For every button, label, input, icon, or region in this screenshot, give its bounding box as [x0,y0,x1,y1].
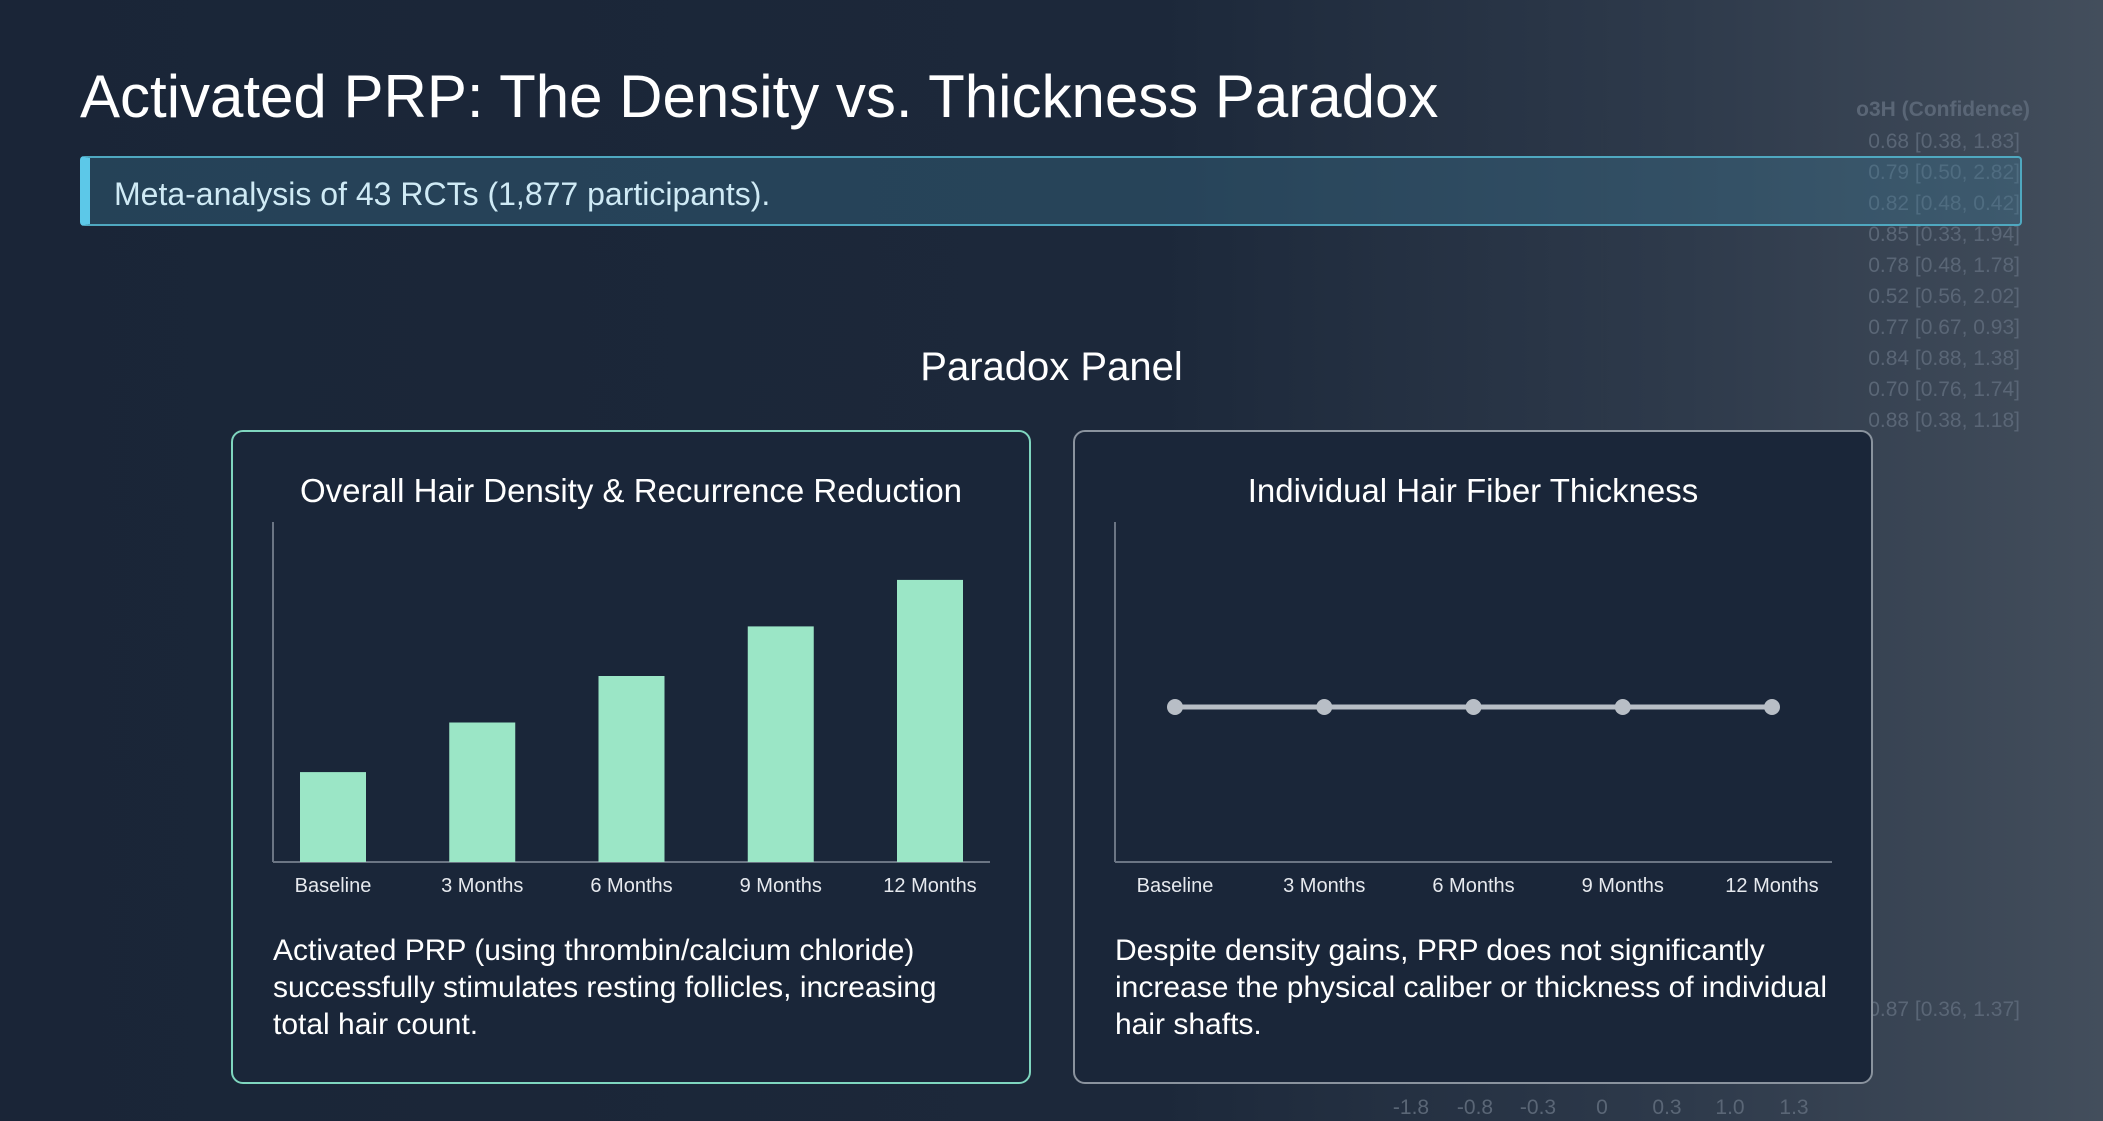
point [1316,699,1333,715]
x-tick-label: 9 Months [740,875,822,897]
x-tick-label: 6 Months [590,875,672,897]
x-tick-label: Baseline [1137,875,1214,897]
forest-header: o3H (Confidence) [1856,98,2030,121]
forest-summary: 0.87 [0.36, 1.37] [1868,998,2020,1021]
x-tick-label: 6 Months [1432,875,1514,897]
x-tick-label: 3 Months [441,875,523,897]
panel-description: Despite density gains, PRP does not sign… [1115,934,1828,1041]
forest-estimate: 0.70 [0.76, 1.74] [1868,378,2020,401]
forest-estimate: 0.79 [0.50, 2.82] [1868,161,2020,184]
forest-estimate: 0.78 [0.48, 1.78] [1868,254,2020,277]
panel: Individual Hair Fiber Thickness Baseline… [1073,430,1873,1084]
forest-estimate: 0.82 [0.48, 0.42] [1868,192,2020,215]
panel-description: Activated PRP (using thrombin/calcium ch… [273,934,937,1041]
subtitle: Meta-analysis of 43 RCTs (1,877 particip… [114,176,771,212]
forest-estimate: 0.52 [0.56, 2.02] [1868,285,2020,308]
point [1764,699,1780,715]
bar [897,579,963,862]
panel-heading: Paradox Panel [920,345,1183,389]
forest-estimate: 0.84 [0.88, 1.38] [1868,347,2020,370]
forest-axis-label: 1.0 [1715,1096,1744,1119]
forest-axis-label: 0.3 [1652,1096,1681,1119]
forest-estimate: 0.77 [0.67, 0.93] [1868,316,2020,339]
forest-axis-label: 0 [1596,1096,1608,1119]
panel-title: Overall Hair Density & Recurrence Reduct… [299,472,963,509]
point [1614,699,1631,715]
chart: Baseline 3 Months 6 Months 9 Months 12 Month… [272,522,990,897]
x-tick-label: 12 Months [1725,875,1818,897]
panel-title: Individual Hair Fiber Thickness [1247,472,1699,509]
bar [747,626,814,862]
panel: Overall Hair Density & Recurrence Reduct… [231,430,1031,1084]
forest-estimate: 0.85 [0.33, 1.94] [1868,223,2020,246]
bar [449,722,516,862]
x-tick-label: Baseline [295,875,372,897]
chart: Baseline 3 Months 6 Months 9 Months 12 Month… [1114,522,1832,897]
forest-estimate: 0.88 [0.38, 1.18] [1868,409,2020,432]
x-tick-label: 12 Months [883,875,976,897]
title: Activated PRP: The Density vs. Thickness… [80,63,1439,130]
forest-axis-label: -1.8 [1393,1096,1429,1119]
forest-estimate: 0.68 [0.38, 1.83] [1868,130,2020,153]
forest-axis-label: -0.8 [1457,1096,1493,1119]
forest-axis-label: -0.3 [1520,1096,1556,1119]
x-tick-label: 9 Months [1582,875,1664,897]
point [1167,699,1183,715]
bar [300,772,366,862]
bar [598,676,665,862]
point [1465,699,1482,715]
forest-axis-label: 1.3 [1779,1096,1808,1119]
x-tick-label: 3 Months [1283,875,1365,897]
subtitle-bar: Meta-analysis of 43 RCTs (1,877 particip… [80,156,2022,226]
